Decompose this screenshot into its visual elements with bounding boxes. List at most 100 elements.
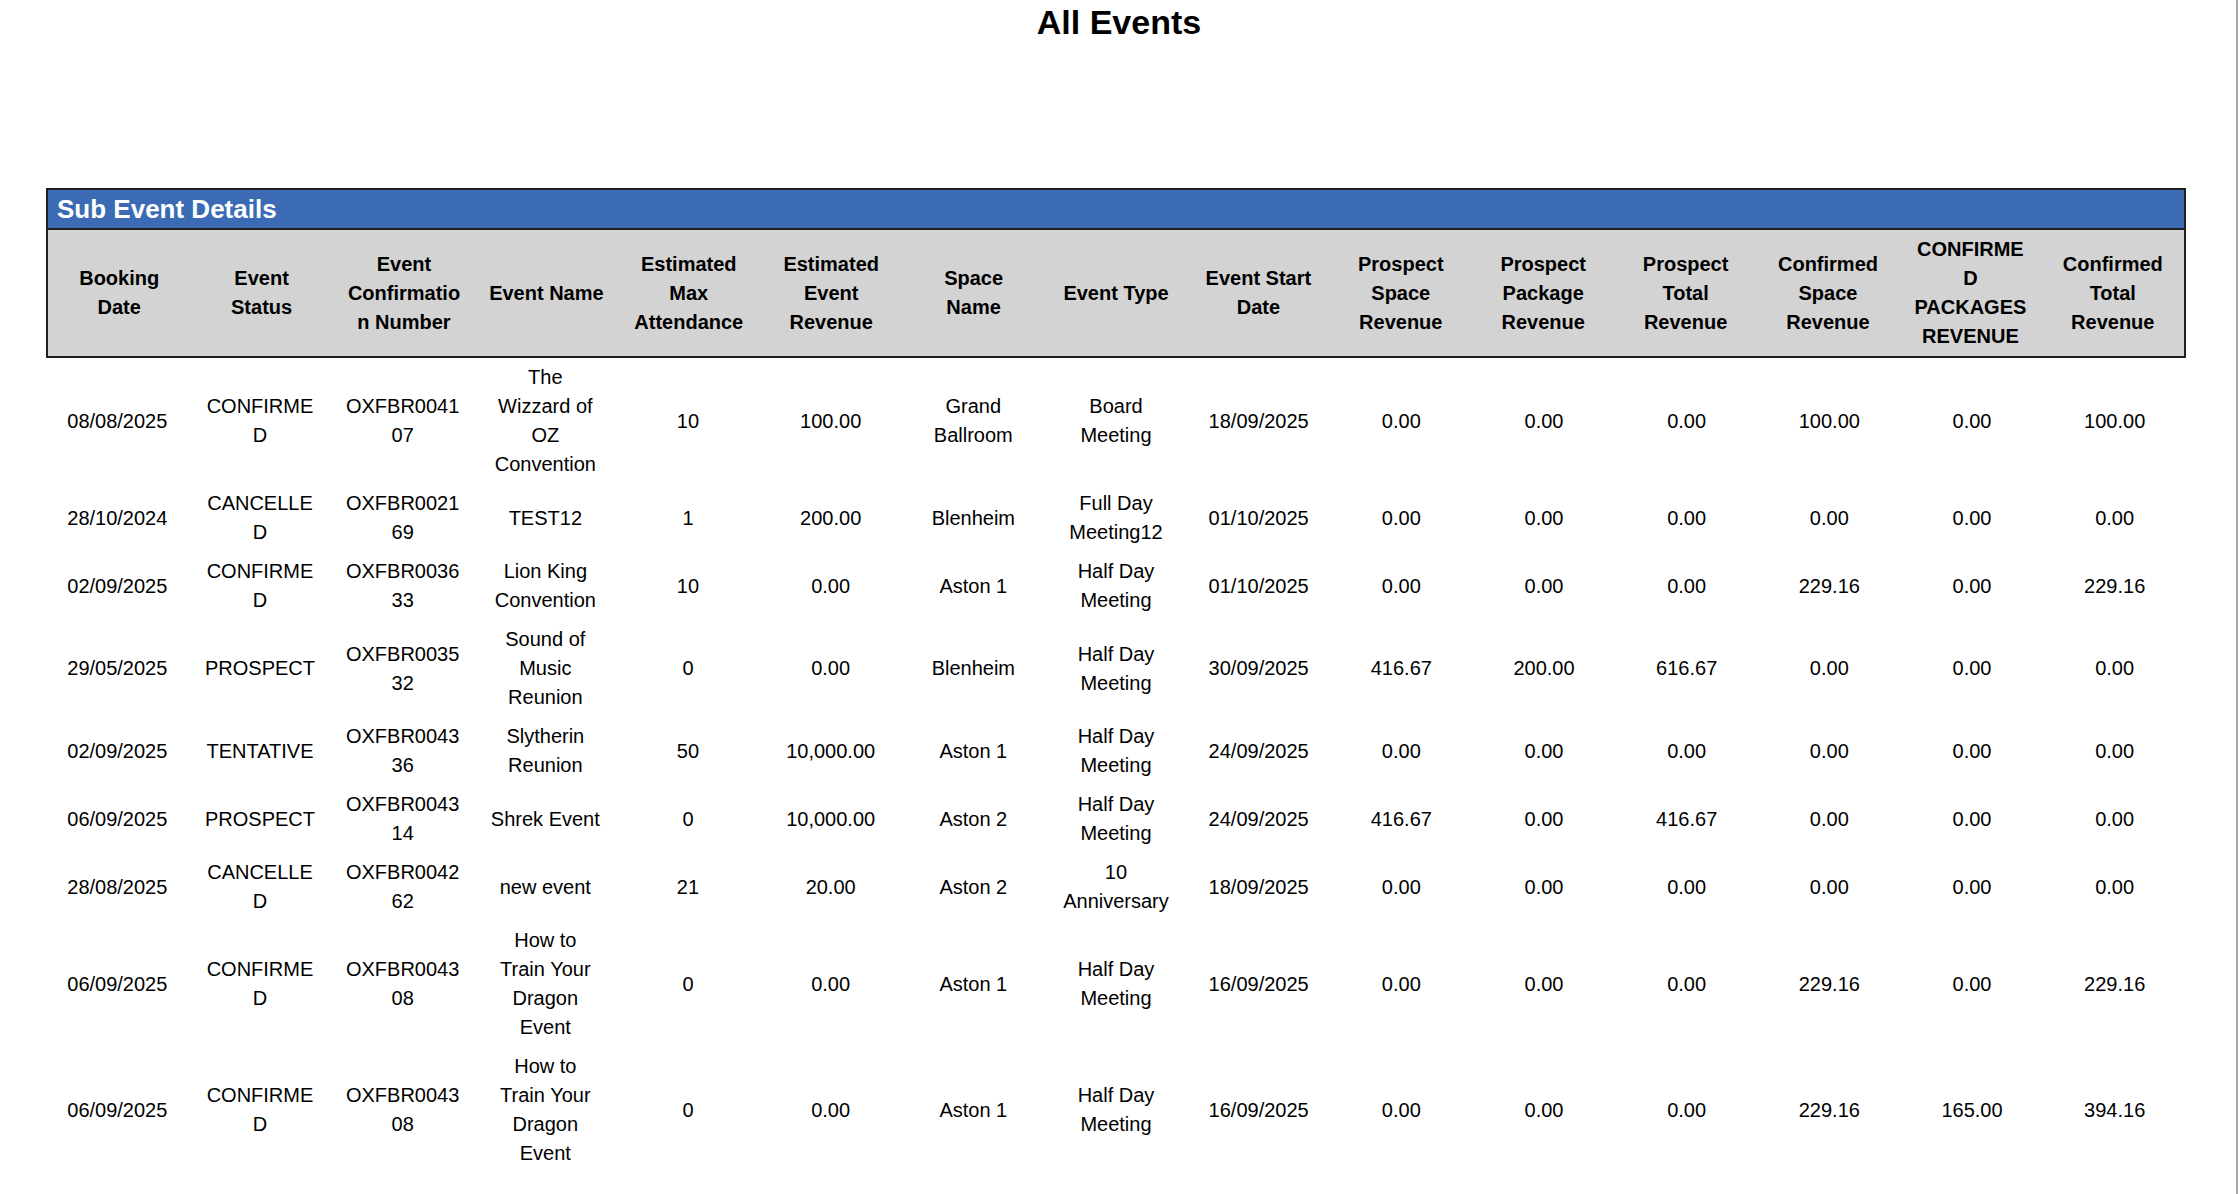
table-cell: Shrek Event bbox=[474, 785, 617, 853]
table-cell: 0.00 bbox=[2043, 620, 2186, 717]
table-cell: OXFBR004308 bbox=[331, 1047, 474, 1173]
table-cell: Aston 1 bbox=[902, 921, 1045, 1047]
table-cell: 0.00 bbox=[1330, 853, 1473, 921]
table-cell: 24/09/2025 bbox=[1187, 785, 1330, 853]
table-cell: 100.00 bbox=[759, 358, 902, 484]
table-cell: 0 bbox=[617, 785, 760, 853]
sub-event-details-table: Sub Event Details Booking DateEvent Stat… bbox=[46, 188, 2186, 1173]
table-cell: Half Day Meeting bbox=[1045, 717, 1188, 785]
table-cell: Aston 1 bbox=[902, 552, 1045, 620]
table-cell: 229.16 bbox=[2043, 921, 2186, 1047]
table-cell: 229.16 bbox=[1758, 921, 1901, 1047]
table-cell: CONFIRMED bbox=[189, 358, 332, 484]
table-cell: 0.00 bbox=[1758, 484, 1901, 552]
page-title: All Events bbox=[0, 2, 2238, 42]
table-cell: 416.67 bbox=[1330, 620, 1473, 717]
table-cell: OXFBR004336 bbox=[331, 717, 474, 785]
column-header: Prospect Package Revenue bbox=[1472, 230, 1614, 356]
table-cell: Half Day Meeting bbox=[1045, 1047, 1188, 1173]
table-cell: 0 bbox=[617, 620, 760, 717]
table-cell: Lion King Convention bbox=[474, 552, 617, 620]
column-header: Prospect Total Revenue bbox=[1614, 230, 1756, 356]
table-cell: 0.00 bbox=[759, 921, 902, 1047]
table-cell: 16/09/2025 bbox=[1187, 1047, 1330, 1173]
section-title: Sub Event Details bbox=[57, 194, 277, 225]
table-cell: 0.00 bbox=[1473, 717, 1616, 785]
table-cell: 10 Anniversary bbox=[1045, 853, 1188, 921]
column-header: Event Type bbox=[1045, 230, 1187, 356]
table-cell: 165.00 bbox=[1901, 1047, 2044, 1173]
table-cell: PROSPECT bbox=[189, 620, 332, 717]
table-cell: 18/09/2025 bbox=[1187, 358, 1330, 484]
table-cell: 0.00 bbox=[1901, 484, 2044, 552]
table-cell: 06/09/2025 bbox=[46, 785, 189, 853]
table-cell: 10 bbox=[617, 358, 760, 484]
table-cell: 0.00 bbox=[759, 552, 902, 620]
table-cell: OXFBR003633 bbox=[331, 552, 474, 620]
table-cell: Aston 2 bbox=[902, 853, 1045, 921]
column-header: Confirmed Total Revenue bbox=[2042, 230, 2184, 356]
table-cell: TEST12 bbox=[474, 484, 617, 552]
table-row: 29/05/2025PROSPECTOXFBR003532Sound of Mu… bbox=[46, 620, 2186, 717]
table-cell: CANCELLED bbox=[189, 484, 332, 552]
table-row: 08/08/2025CONFIRMEDOXFBR004107The Wizzar… bbox=[46, 358, 2186, 484]
table-cell: 0.00 bbox=[1901, 785, 2044, 853]
table-cell: 200.00 bbox=[759, 484, 902, 552]
table-row: 02/09/2025CONFIRMEDOXFBR003633Lion King … bbox=[46, 552, 2186, 620]
table-cell: 0.00 bbox=[1901, 620, 2044, 717]
table-header-row: Booking DateEvent StatusEvent Confirmati… bbox=[46, 230, 2186, 358]
table-cell: Grand Ballroom bbox=[902, 358, 1045, 484]
table-cell: 0.00 bbox=[1615, 853, 1758, 921]
table-cell: Aston 1 bbox=[902, 717, 1045, 785]
column-header: Confirmed Space Revenue bbox=[1757, 230, 1899, 356]
table-cell: Half Day Meeting bbox=[1045, 620, 1188, 717]
table-row: 06/09/2025PROSPECTOXFBR004314Shrek Event… bbox=[46, 785, 2186, 853]
table-cell: 0.00 bbox=[1473, 484, 1616, 552]
table-cell: 1 bbox=[617, 484, 760, 552]
table-cell: 0.00 bbox=[1473, 853, 1616, 921]
table-cell: 0.00 bbox=[1901, 853, 2044, 921]
column-header: Event Name bbox=[475, 230, 617, 356]
table-cell: 0.00 bbox=[759, 1047, 902, 1173]
table-cell: 50 bbox=[617, 717, 760, 785]
table-cell: Full Day Meeting12 bbox=[1045, 484, 1188, 552]
table-cell: 0.00 bbox=[1473, 552, 1616, 620]
table-cell: 01/10/2025 bbox=[1187, 552, 1330, 620]
table-cell: 229.16 bbox=[2043, 552, 2186, 620]
table-row: 06/09/2025CONFIRMEDOXFBR004308How to Tra… bbox=[46, 921, 2186, 1047]
table-cell: OXFBR004262 bbox=[331, 853, 474, 921]
table-cell: 0.00 bbox=[1758, 620, 1901, 717]
table-cell: 0.00 bbox=[1330, 552, 1473, 620]
column-header: Event Confirmation Number bbox=[333, 230, 475, 356]
table-cell: 24/09/2025 bbox=[1187, 717, 1330, 785]
table-cell: Board Meeting bbox=[1045, 358, 1188, 484]
table-cell: 10,000.00 bbox=[759, 717, 902, 785]
table-cell: 02/09/2025 bbox=[46, 717, 189, 785]
table-cell: 28/08/2025 bbox=[46, 853, 189, 921]
table-cell: new event bbox=[474, 853, 617, 921]
table-cell: 0.00 bbox=[1615, 921, 1758, 1047]
table-cell: Half Day Meeting bbox=[1045, 552, 1188, 620]
table-cell: OXFBR003532 bbox=[331, 620, 474, 717]
table-cell: 0 bbox=[617, 1047, 760, 1173]
table-row: 02/09/2025TENTATIVEOXFBR004336Slytherin … bbox=[46, 717, 2186, 785]
table-cell: Aston 1 bbox=[902, 1047, 1045, 1173]
table-cell: 0.00 bbox=[1615, 358, 1758, 484]
table-cell: CONFIRMED bbox=[189, 921, 332, 1047]
table-cell: Blenheim bbox=[902, 620, 1045, 717]
table-row: 28/08/2025CANCELLEDOXFBR004262new event2… bbox=[46, 853, 2186, 921]
table-cell: 0.00 bbox=[1615, 484, 1758, 552]
table-cell: TENTATIVE bbox=[189, 717, 332, 785]
column-header: Booking Date bbox=[48, 230, 190, 356]
column-header: Event Status bbox=[190, 230, 332, 356]
table-cell: 0.00 bbox=[1901, 358, 2044, 484]
table-cell: Half Day Meeting bbox=[1045, 921, 1188, 1047]
table-cell: 10 bbox=[617, 552, 760, 620]
table-cell: 0.00 bbox=[2043, 785, 2186, 853]
table-cell: 0.00 bbox=[1473, 921, 1616, 1047]
table-cell: 0.00 bbox=[2043, 853, 2186, 921]
column-header: Event Start Date bbox=[1187, 230, 1329, 356]
table-cell: 0.00 bbox=[1758, 785, 1901, 853]
table-cell: 28/10/2024 bbox=[46, 484, 189, 552]
table-cell: OXFBR002169 bbox=[331, 484, 474, 552]
